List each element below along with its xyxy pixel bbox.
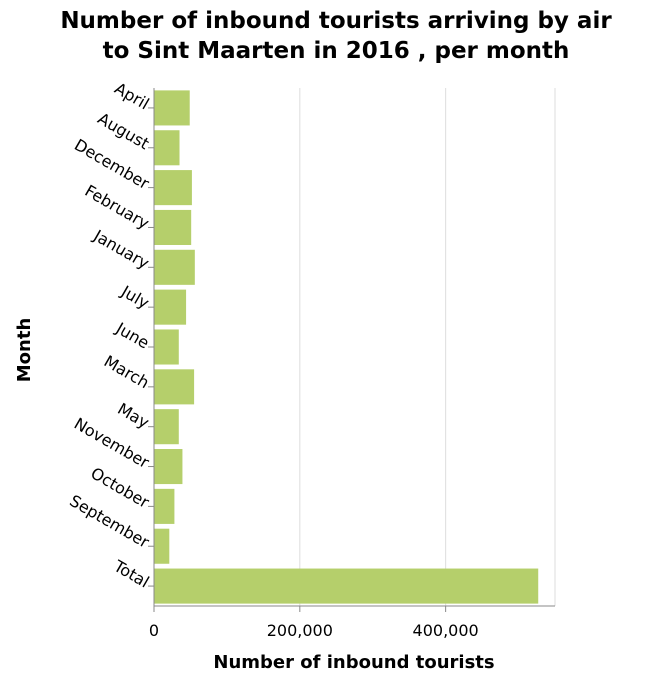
bar bbox=[154, 329, 179, 365]
chart-title: Number of inbound tourists arriving by a… bbox=[0, 6, 672, 66]
bar bbox=[154, 528, 170, 564]
bar bbox=[154, 209, 192, 245]
bars bbox=[154, 90, 539, 604]
axes: AprilAugustDecemberFebruaryJanuaryJulyJu… bbox=[66, 79, 555, 640]
y-tick-label: May bbox=[114, 399, 152, 432]
bar bbox=[154, 170, 192, 206]
x-axis-title: Number of inbound tourists bbox=[213, 652, 494, 673]
gridlines bbox=[299, 88, 556, 606]
bar bbox=[154, 90, 190, 126]
y-tick-label: August bbox=[95, 109, 153, 153]
y-tick-label: March bbox=[101, 351, 153, 392]
x-tick-label: 0 bbox=[149, 621, 159, 640]
chart-title-line-1: Number of inbound tourists arriving by a… bbox=[60, 8, 612, 34]
y-tick-label: July bbox=[117, 281, 152, 312]
x-tick-label: 400,000 bbox=[413, 621, 479, 640]
y-tick-label: April bbox=[111, 79, 152, 114]
y-axis-title: Month bbox=[14, 318, 35, 383]
bar bbox=[154, 130, 180, 166]
chart-title-line-2: to Sint Maarten in 2016 , per month bbox=[102, 38, 570, 64]
bar bbox=[154, 488, 175, 524]
bar bbox=[154, 369, 195, 405]
y-tick-label: Total bbox=[110, 556, 153, 592]
bar bbox=[154, 249, 195, 285]
bar bbox=[154, 449, 183, 485]
bar bbox=[154, 409, 179, 445]
y-tick-label: June bbox=[112, 318, 153, 352]
bar bbox=[154, 568, 539, 604]
x-tick-label: 200,000 bbox=[267, 621, 333, 640]
bar bbox=[154, 289, 187, 325]
